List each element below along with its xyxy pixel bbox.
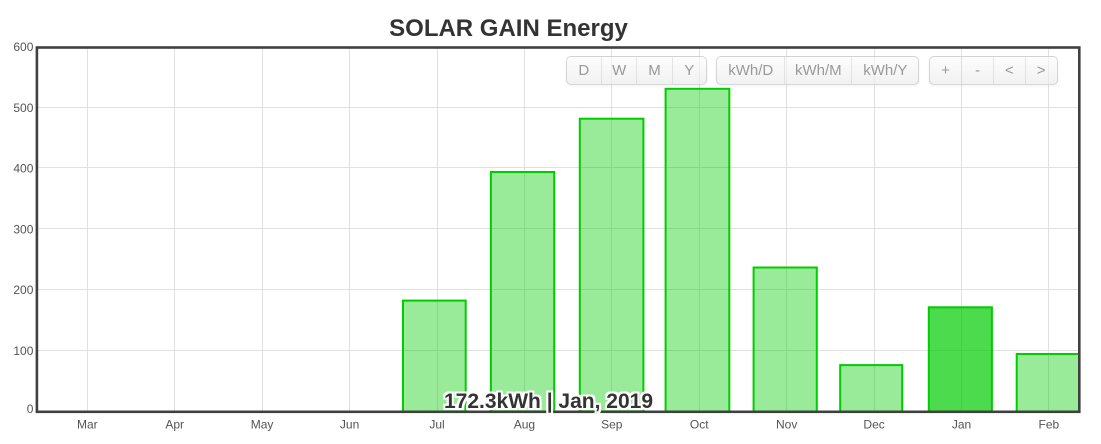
- svg-text:Sep: Sep: [601, 417, 623, 431]
- svg-text:Feb: Feb: [1039, 417, 1060, 431]
- svg-text:0: 0: [27, 402, 34, 416]
- svg-text:Nov: Nov: [776, 417, 797, 431]
- svg-text:Aug: Aug: [514, 417, 535, 431]
- svg-text:300: 300: [13, 222, 33, 236]
- svg-text:May: May: [251, 417, 274, 431]
- svg-text:200: 200: [13, 283, 33, 297]
- svg-text:Jan: Jan: [952, 417, 971, 431]
- svg-text:Mar: Mar: [77, 417, 98, 431]
- svg-text:500: 500: [13, 101, 33, 115]
- svg-text:400: 400: [13, 162, 33, 176]
- svg-text:600: 600: [13, 40, 33, 54]
- svg-text:100: 100: [13, 344, 33, 358]
- svg-text:Dec: Dec: [863, 417, 884, 431]
- svg-text:Apr: Apr: [165, 417, 184, 431]
- svg-text:Oct: Oct: [690, 417, 709, 431]
- svg-text:Jun: Jun: [340, 417, 359, 431]
- svg-text:Jul: Jul: [429, 417, 444, 431]
